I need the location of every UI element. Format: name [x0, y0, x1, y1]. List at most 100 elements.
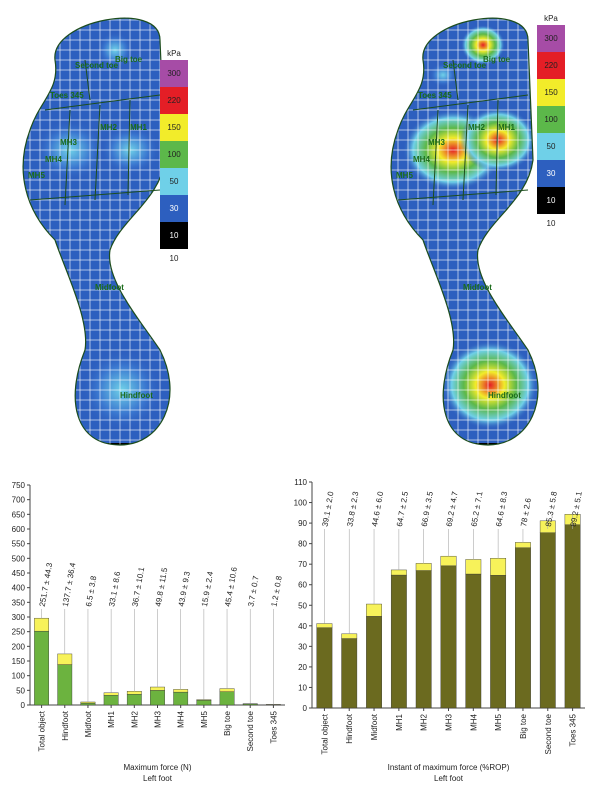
x-tick-label: MH1: [395, 713, 404, 730]
scale-label: 150: [544, 88, 558, 97]
y-tick-label: 300: [12, 613, 26, 622]
x-tick-label: MH2: [130, 710, 139, 727]
y-tick-label: 10: [298, 683, 307, 692]
value-label: 33.8 ± 2.3: [345, 490, 360, 527]
y-tick-label: 40: [298, 622, 307, 631]
x-axis-title: Instant of maximum force (%ROP): [388, 763, 510, 772]
y-tick-label: 550: [12, 540, 26, 549]
y-tick-label: 80: [298, 540, 307, 549]
scale-label: 10: [170, 231, 179, 240]
region-label: Big toe: [115, 55, 143, 64]
region-label: MH4: [413, 155, 430, 164]
value-label: 64.7 ± 2.5: [395, 490, 410, 527]
x-axis-title: Maximum force (N): [123, 763, 191, 772]
y-tick-label: 750: [12, 481, 26, 490]
bar: [391, 575, 406, 708]
scale-label: 10: [547, 196, 556, 205]
bar: [342, 639, 357, 708]
region-label: MH3: [428, 138, 445, 147]
value-label: 6.5 ± 3.8: [84, 575, 98, 608]
error-segment: [466, 559, 481, 574]
bar: [34, 631, 48, 705]
x-tick-label: Total object: [320, 713, 329, 754]
bar: [490, 575, 505, 708]
bar: [104, 695, 118, 705]
error-segment: [366, 604, 381, 616]
value-label: 39.1 ± 2.0: [321, 490, 336, 527]
error-segment: [34, 618, 48, 631]
y-tick-label: 70: [298, 560, 307, 569]
x-tick-label: MH3: [445, 713, 454, 730]
x-tick-label: Big toe: [519, 713, 528, 738]
value-label: 33.1 ± 8.6: [107, 570, 122, 607]
region-label: Second toe: [75, 61, 119, 70]
x-tick-label: Hindfoot: [61, 710, 70, 741]
y-tick-label: 50: [16, 686, 25, 695]
scale-label: 300: [544, 34, 558, 43]
error-segment: [81, 702, 95, 703]
value-label: 43.9 ± 9.3: [177, 570, 192, 607]
region-label: MH5: [28, 171, 45, 180]
bar: [441, 566, 456, 708]
y-tick-label: 450: [12, 569, 26, 578]
region-label: Midfoot: [463, 283, 492, 292]
bar: [220, 692, 234, 705]
value-label: 89.2 ± 5.1: [569, 490, 584, 527]
chart-subtitle: Left foot: [143, 774, 173, 783]
y-tick-label: 700: [12, 496, 26, 505]
region-label: Hindfoot: [488, 391, 521, 400]
value-label: 66.9 ± 3.5: [420, 490, 435, 527]
x-tick-label: MH2: [420, 713, 429, 730]
bar: [58, 665, 72, 705]
y-tick-label: 90: [298, 519, 307, 528]
x-tick-label: Toes 345: [569, 713, 578, 746]
bar: [540, 533, 555, 708]
y-tick-label: 150: [12, 657, 26, 666]
x-tick-label: MH4: [177, 710, 186, 727]
x-tick-label: MH5: [494, 713, 503, 730]
y-tick-label: 500: [12, 554, 26, 563]
value-label: 64.6 ± 8.3: [494, 490, 509, 527]
value-label: 45.4 ± 10.6: [223, 566, 239, 607]
value-label: 3.7 ± 0.7: [246, 575, 260, 608]
value-label: 65.2 ± 7.1: [469, 490, 484, 527]
x-tick-label: Total object: [38, 710, 47, 751]
scale-title: kPa: [167, 49, 181, 58]
scale-label: 50: [547, 142, 556, 151]
y-tick-label: 400: [12, 584, 26, 593]
error-segment: [342, 634, 357, 639]
scale-label: 300: [167, 69, 181, 78]
bar: [150, 690, 164, 705]
region-label: MH2: [100, 123, 117, 132]
y-tick-label: 200: [12, 642, 26, 651]
y-tick-label: 650: [12, 510, 26, 519]
value-label: 44.6 ± 6.0: [370, 490, 385, 527]
scale-label: 100: [544, 115, 558, 124]
error-segment: [416, 563, 431, 570]
region-label: Toes 345: [50, 91, 84, 100]
value-label: 137.7 ± 36.4: [61, 561, 78, 607]
y-tick-label: 100: [12, 672, 26, 681]
error-segment: [58, 654, 72, 665]
error-segment: [197, 700, 211, 701]
y-tick-label: 350: [12, 598, 26, 607]
bar: [416, 571, 431, 708]
y-tick-label: 20: [298, 663, 307, 672]
region-label: MH3: [60, 138, 77, 147]
error-segment: [104, 693, 118, 696]
value-label: 85.3 ± 5.8: [544, 490, 559, 527]
bar: [317, 628, 332, 708]
bar: [173, 692, 187, 705]
x-tick-label: Second toe: [544, 713, 553, 754]
bar: [197, 700, 211, 705]
chart-subtitle: Left foot: [434, 774, 464, 783]
error-segment: [490, 558, 505, 575]
value-label: 78 ± 2.6: [519, 497, 533, 528]
region-label: MH1: [498, 123, 515, 132]
region-label: MH5: [396, 171, 413, 180]
error-segment: [220, 689, 234, 692]
bar: [81, 703, 95, 705]
region-label: MH1: [130, 123, 147, 132]
